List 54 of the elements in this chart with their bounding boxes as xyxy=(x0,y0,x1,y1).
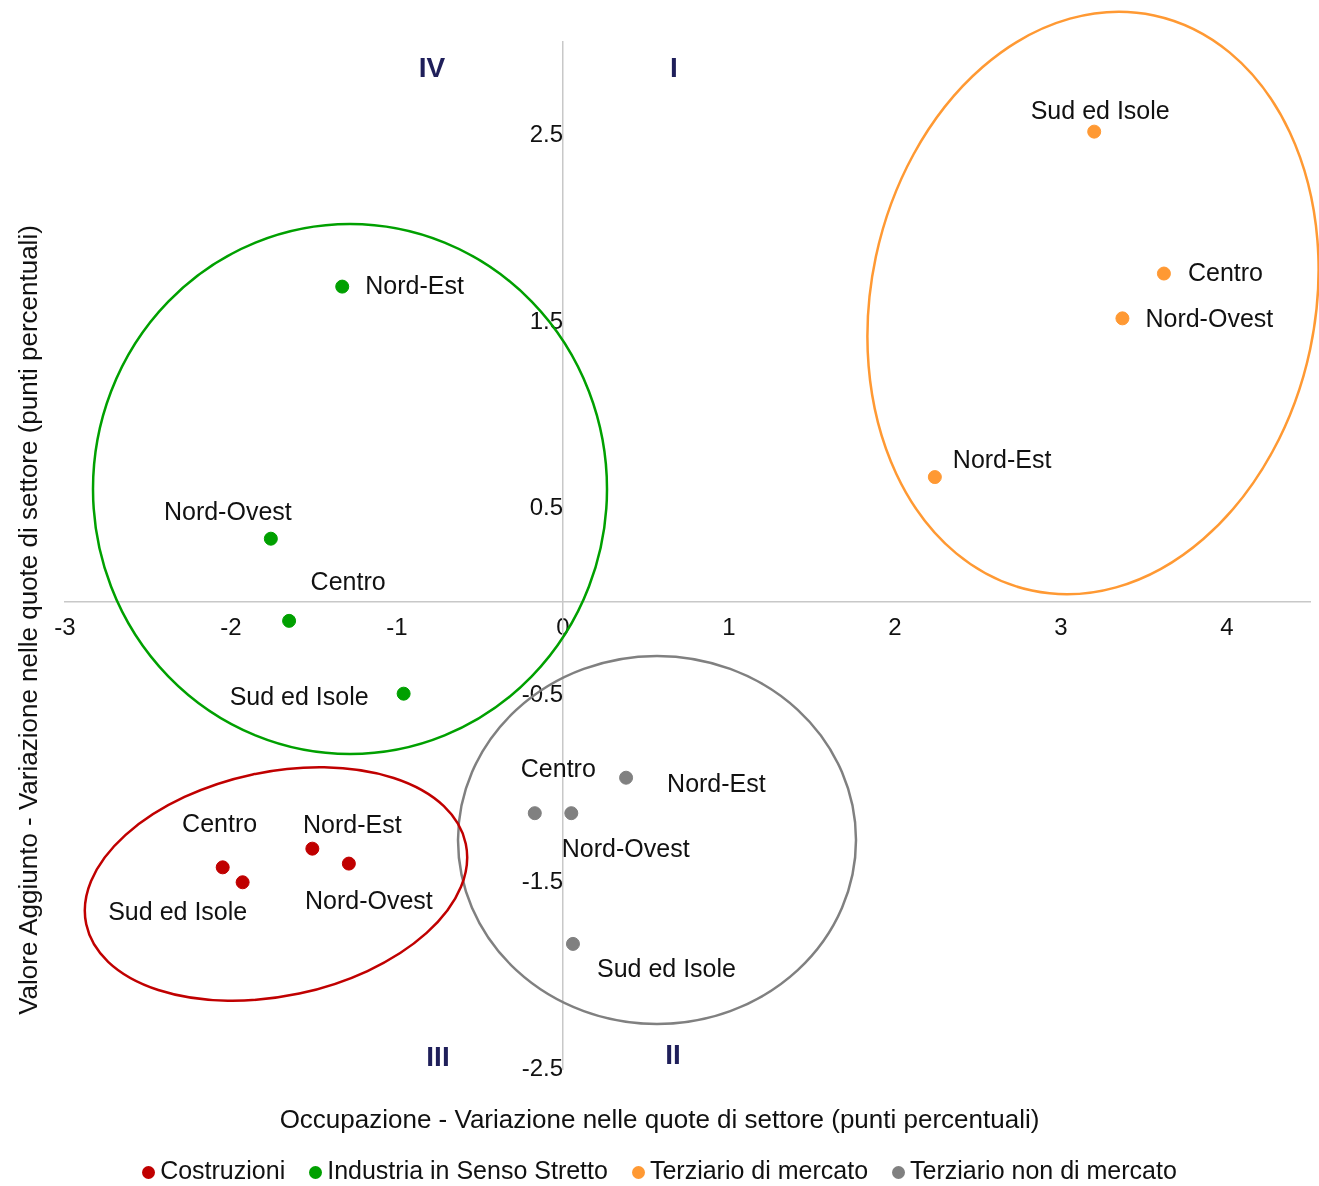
point xyxy=(341,856,356,871)
point xyxy=(335,279,350,294)
point xyxy=(396,686,411,701)
point xyxy=(305,841,320,856)
point xyxy=(282,613,297,628)
annotation: Sud ed Isole xyxy=(1030,95,1170,124)
annotation: Sud ed Isole xyxy=(108,897,248,926)
point xyxy=(263,531,278,546)
y-tick-label: 0.5 xyxy=(529,493,563,521)
x-tick-label: 2 xyxy=(888,613,902,641)
point xyxy=(527,806,542,821)
annotation: Centro xyxy=(310,566,386,595)
annotation: II xyxy=(665,1038,681,1070)
annotation: Sud ed Isole xyxy=(596,953,736,982)
point xyxy=(215,860,230,875)
annotation: Nord-Est xyxy=(667,768,766,797)
x-tick-label: 4 xyxy=(1220,613,1234,641)
point xyxy=(1087,124,1102,139)
x-tick-label: -3 xyxy=(54,613,76,641)
point xyxy=(235,875,250,890)
point xyxy=(1115,311,1130,326)
annotation: Nord-Est xyxy=(365,270,464,299)
annotation: Nord-Est xyxy=(952,444,1052,473)
legend-label: Industria in Senso Stretto xyxy=(327,1156,608,1184)
point xyxy=(927,470,942,485)
y-tick-label: -1.5 xyxy=(521,866,563,894)
point xyxy=(565,936,580,951)
point xyxy=(1156,266,1171,281)
annotation: Nord-Ovest xyxy=(1145,304,1274,333)
annotation: Centro xyxy=(182,809,258,838)
legend-label: Costruzioni xyxy=(160,1156,286,1184)
x-tick-label: -1 xyxy=(386,613,408,641)
y-tick-label: -2.5 xyxy=(521,1053,563,1081)
y-axis-title: Valore Aggiunto - Variazione nelle quote di settore (punti percentuali) xyxy=(12,225,44,1015)
annotation: Nord-Est xyxy=(303,809,402,838)
point xyxy=(564,806,579,821)
annotation: Sud ed Isole xyxy=(229,681,369,710)
annotation: Centro xyxy=(1187,258,1263,287)
annotation: IV xyxy=(418,51,446,83)
y-tick-label: -0.5 xyxy=(521,680,563,708)
y-tick-label: 2.5 xyxy=(529,119,563,147)
legend-label: Terziario non di mercato xyxy=(910,1156,1177,1184)
legend-label: Terziario di mercato xyxy=(649,1156,869,1184)
annotation: Centro xyxy=(520,754,596,783)
x-tick-label: 1 xyxy=(722,613,736,641)
annotation: I xyxy=(670,51,678,83)
x-tick-label: 3 xyxy=(1054,613,1068,641)
x-axis-title: Occupazione - Variazione nelle quote di settore (punti percentuali) xyxy=(278,1104,1041,1135)
x-tick-label: -2 xyxy=(220,613,242,641)
point xyxy=(619,770,634,785)
annotation: Nord-Ovest xyxy=(304,886,433,915)
annotation: III xyxy=(426,1040,450,1072)
annotation: Nord-Ovest xyxy=(561,834,690,863)
annotation: Nord-Ovest xyxy=(163,496,292,525)
